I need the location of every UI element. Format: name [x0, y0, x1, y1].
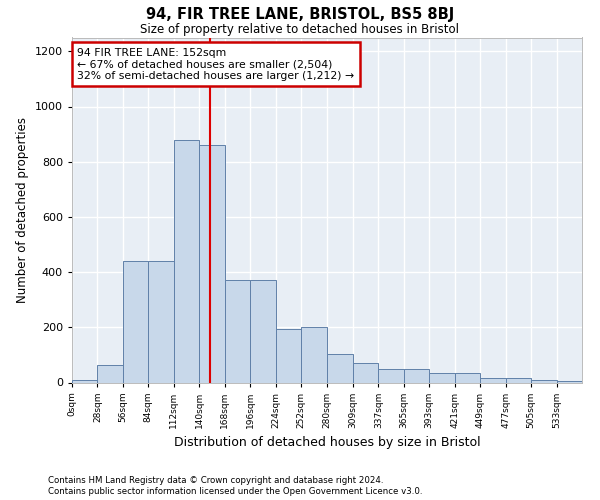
Text: 94 FIR TREE LANE: 152sqm
← 67% of detached houses are smaller (2,504)
32% of sem: 94 FIR TREE LANE: 152sqm ← 67% of detach… [77, 48, 354, 81]
Text: Contains public sector information licensed under the Open Government Licence v3: Contains public sector information licen… [48, 487, 422, 496]
Bar [301, 328, 326, 382]
Text: Size of property relative to detached houses in Bristol: Size of property relative to detached ho… [140, 22, 460, 36]
Bar [379, 368, 404, 382]
X-axis label: Distribution of detached houses by size in Bristol: Distribution of detached houses by size … [173, 436, 481, 449]
Bar [353, 363, 379, 382]
Bar [72, 380, 97, 382]
Bar [404, 368, 429, 382]
Bar [199, 145, 225, 382]
Bar [455, 373, 480, 382]
Bar [275, 328, 301, 382]
Bar [174, 140, 199, 382]
Bar [326, 354, 353, 382]
Text: Contains HM Land Registry data © Crown copyright and database right 2024.: Contains HM Land Registry data © Crown c… [48, 476, 383, 485]
Bar [480, 378, 506, 382]
Bar [225, 280, 250, 382]
Bar [250, 280, 275, 382]
Bar [123, 261, 148, 382]
Text: 94, FIR TREE LANE, BRISTOL, BS5 8BJ: 94, FIR TREE LANE, BRISTOL, BS5 8BJ [146, 8, 454, 22]
Bar [148, 261, 174, 382]
Bar [506, 378, 531, 382]
Y-axis label: Number of detached properties: Number of detached properties [16, 117, 29, 303]
Bar [557, 381, 582, 382]
Bar [429, 373, 455, 382]
Bar [531, 380, 557, 382]
Bar [97, 364, 123, 382]
